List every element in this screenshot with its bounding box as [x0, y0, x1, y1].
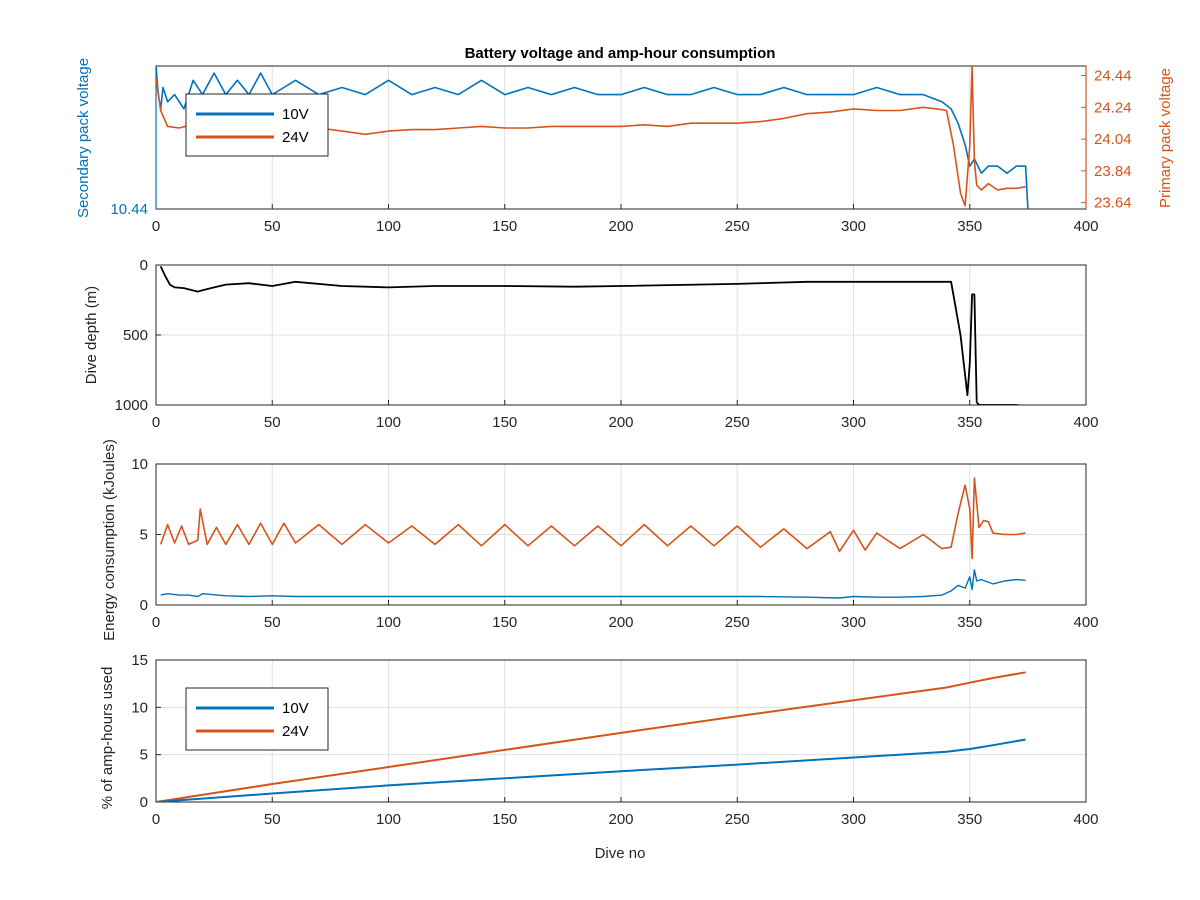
- x-tick-label: 200: [608, 614, 633, 631]
- right-y-tick-label: 23.84: [1094, 163, 1132, 180]
- depth-line: [159, 266, 1023, 405]
- x-tick-label: 250: [725, 614, 750, 631]
- x-tick-label: 350: [957, 614, 982, 631]
- x-tick-label: 250: [725, 218, 750, 235]
- y-tick-label: 5: [140, 747, 148, 764]
- y-tick-label: 5: [140, 527, 148, 544]
- series-10V-line: [160, 569, 1026, 599]
- legend-label: 10V: [282, 700, 309, 717]
- x-tick-label: 50: [264, 614, 281, 631]
- series-10V-line: [156, 66, 1029, 209]
- x-tick-label: 400: [1073, 614, 1098, 631]
- x-tick-label: 250: [725, 414, 750, 431]
- right-y-tick-label: 24.44: [1094, 68, 1132, 85]
- x-tick-label: 100: [376, 811, 401, 828]
- y-axis-label: % of amp-hours used: [99, 667, 116, 810]
- axes-box: [155, 463, 1087, 606]
- x-tick-label: 0: [152, 414, 160, 431]
- x-tick-label: 150: [492, 414, 517, 431]
- legend-label: 10V: [282, 106, 309, 123]
- x-tick-label: 400: [1073, 811, 1098, 828]
- left-y-tick-label: 10.44: [110, 201, 148, 218]
- plots: 0 50 100 150 200 250 300 350 40010.4424.4424.242…: [75, 58, 1174, 828]
- x-tick-label: 100: [376, 218, 401, 235]
- x-tick-label: 200: [608, 218, 633, 235]
- x-tick-label: 50: [264, 218, 281, 235]
- legend-box: [185, 93, 329, 157]
- plot-area-amp-hours: [156, 671, 1026, 802]
- series-24V-line: [156, 671, 1026, 802]
- y-tick-label: 0: [140, 794, 148, 811]
- legend-label: 24V: [282, 129, 309, 146]
- x-tick-label: 100: [376, 414, 401, 431]
- axes-2: 0 50 100 150 200 250 300 350 400 0 5 10 Energy consu…: [101, 439, 1099, 641]
- x-tick-label: 150: [492, 218, 517, 235]
- plot-area-energy: [159, 477, 1026, 599]
- x-tick-label: 200: [608, 811, 633, 828]
- axes-box: [155, 264, 1087, 406]
- x-tick-label: 250: [725, 811, 750, 828]
- x-tick-label: 200: [608, 414, 633, 431]
- plot-area-depth: [159, 266, 1023, 405]
- y-tick-label: 10: [131, 699, 148, 716]
- legend-label: 24V: [282, 723, 309, 740]
- axes-box: [155, 659, 1087, 803]
- right-y-tick-label: 23.64: [1094, 195, 1132, 212]
- y-axis-label: Dive depth (m): [83, 286, 100, 384]
- series-24V-line: [159, 477, 1026, 560]
- figure-title: Battery voltage and amp-hour consumption: [465, 45, 776, 62]
- y-tick-label: 10: [131, 456, 148, 473]
- x-tick-label: 0: [152, 218, 160, 235]
- x-tick-label: 0: [152, 811, 160, 828]
- right-y-axis-label: Primary pack voltage: [1157, 68, 1174, 208]
- x-tick-label: 0: [152, 614, 160, 631]
- x-tick-label: 350: [957, 811, 982, 828]
- right-y-tick-label: 24.24: [1094, 99, 1132, 116]
- axes-1: 0 50 100 150 200 250 300 350 400 0 500 1000 Dive dep…: [83, 257, 1099, 431]
- x-tick-label: 400: [1073, 414, 1098, 431]
- x-tick-label: 300: [841, 414, 866, 431]
- x-axis-label: Dive no: [595, 845, 646, 862]
- x-tick-label: 150: [492, 614, 517, 631]
- left-y-axis-label: Secondary pack voltage: [75, 58, 92, 218]
- x-tick-label: 50: [264, 811, 281, 828]
- x-tick-label: 400: [1073, 218, 1098, 235]
- y-tick-label: 15: [131, 652, 148, 669]
- x-tick-label: 50: [264, 414, 281, 431]
- x-tick-label: 300: [841, 811, 866, 828]
- x-tick-label: 300: [841, 218, 866, 235]
- y-tick-label: 0: [140, 597, 148, 614]
- y-tick-label: 500: [123, 327, 148, 344]
- x-tick-label: 100: [376, 614, 401, 631]
- x-tick-label: 300: [841, 614, 866, 631]
- y-tick-label: 1000: [115, 397, 148, 414]
- legend-box: [185, 687, 329, 751]
- y-axis-label: Energy consumption (kJoules): [101, 439, 118, 641]
- x-tick-label: 150: [492, 811, 517, 828]
- axes-0: 0 50 100 150 200 250 300 350 400 10.44 24.44 24.24 2…: [75, 58, 1174, 235]
- x-tick-label: 350: [957, 414, 982, 431]
- series-10V-line: [156, 738, 1026, 802]
- y-tick-label: 0: [140, 257, 148, 274]
- x-tick-label: 350: [957, 218, 982, 235]
- right-y-tick-label: 24.04: [1094, 131, 1132, 148]
